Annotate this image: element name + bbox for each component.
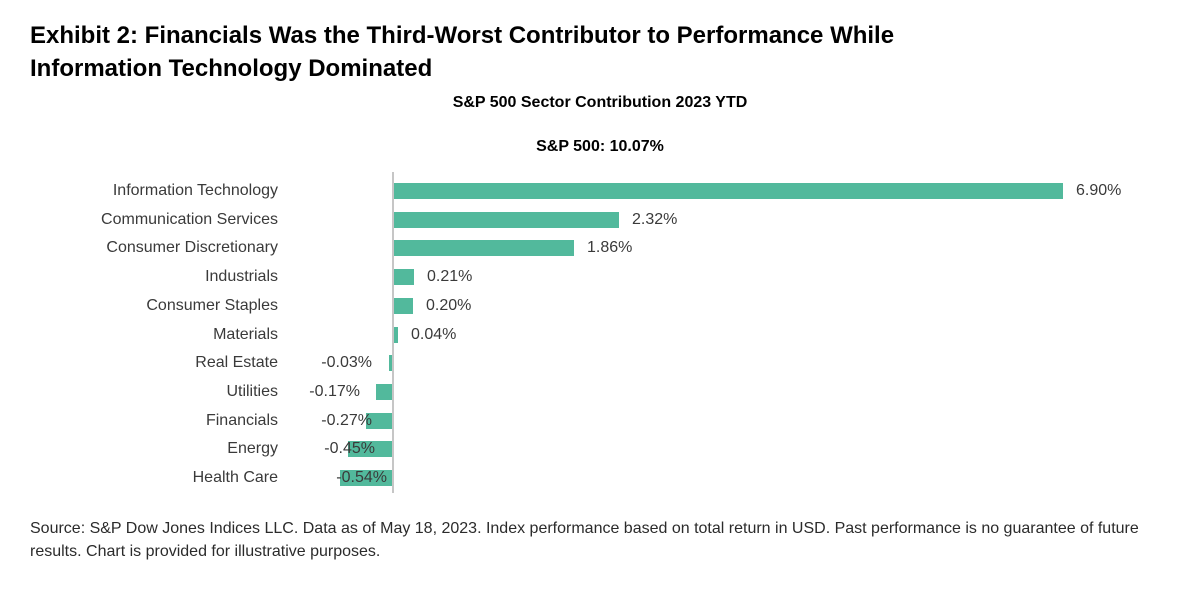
chart-title: S&P 500 Sector Contribution 2023 YTD xyxy=(452,94,748,111)
bar xyxy=(394,269,414,285)
chart-row: Materials 0.04% xyxy=(0,326,1200,343)
value-label: 0.20% xyxy=(426,297,472,314)
value-label: -0.17% xyxy=(309,383,360,400)
category-label: Communication Services xyxy=(101,211,278,228)
chart-row: Energy -0.45% xyxy=(0,440,1200,457)
chart-row: Utilities -0.17% xyxy=(0,383,1200,400)
exhibit-heading-line2: Information Technology Dominated xyxy=(30,55,433,82)
chart-subtitle: S&P 500: 10.07% xyxy=(536,138,664,155)
category-label: Consumer Discretionary xyxy=(106,239,278,256)
value-label: -0.45% xyxy=(324,440,375,457)
bar xyxy=(348,441,392,457)
category-label: Materials xyxy=(213,326,278,343)
category-label: Industrials xyxy=(205,268,278,285)
category-label: Consumer Staples xyxy=(146,297,278,314)
chart-row: Consumer Discretionary 1.86% xyxy=(0,239,1200,256)
bar xyxy=(376,384,392,400)
category-label: Real Estate xyxy=(195,354,278,371)
chart-row: Real Estate -0.03% xyxy=(0,354,1200,371)
exhibit-heading-line1: Exhibit 2: Financials Was the Third-Wors… xyxy=(30,22,895,49)
bar xyxy=(394,212,619,228)
bar xyxy=(394,183,1063,199)
value-label: -0.03% xyxy=(321,354,372,371)
chart-row: Health Care -0.54% xyxy=(0,469,1200,486)
bar xyxy=(394,240,574,256)
chart-row: Communication Services 2.32% xyxy=(0,211,1200,228)
chart-row: Financials -0.27% xyxy=(0,412,1200,429)
value-label: 0.04% xyxy=(411,326,457,343)
value-label: 6.90% xyxy=(1076,182,1122,199)
chart-row: Consumer Staples 0.20% xyxy=(0,297,1200,314)
source-note: Source: S&P Dow Jones Indices LLC. Data … xyxy=(30,520,1139,560)
bar xyxy=(366,413,392,429)
category-label: Information Technology xyxy=(112,182,278,199)
value-label: 0.21% xyxy=(427,268,473,285)
bar xyxy=(389,355,392,371)
value-label: -0.27% xyxy=(321,412,372,429)
bar xyxy=(394,327,398,343)
bar xyxy=(340,470,392,486)
category-label: Energy xyxy=(227,440,278,457)
axis-baseline xyxy=(392,172,394,493)
exhibit-heading: Exhibit 2: Financials Was the Third-Wors… xyxy=(30,19,1170,85)
category-label: Health Care xyxy=(192,469,278,486)
value-label: -0.54% xyxy=(336,469,387,486)
value-label: 1.86% xyxy=(587,239,633,256)
bar xyxy=(394,298,413,314)
value-label: 2.32% xyxy=(632,211,678,228)
category-label: Utilities xyxy=(226,383,278,400)
category-label: Financials xyxy=(205,412,278,429)
chart-row: Industrials 0.21% xyxy=(0,268,1200,285)
chart-row: Information Technology 6.90% xyxy=(0,182,1200,199)
